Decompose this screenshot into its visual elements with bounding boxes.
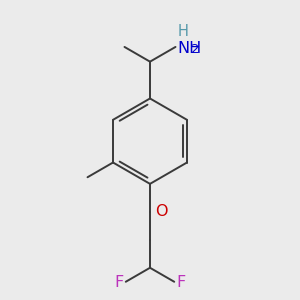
Text: O: O xyxy=(155,204,167,219)
Text: H: H xyxy=(178,24,189,39)
Text: F: F xyxy=(177,275,186,290)
Text: F: F xyxy=(114,275,123,290)
Text: NH: NH xyxy=(178,40,202,56)
Text: 2: 2 xyxy=(191,43,199,56)
